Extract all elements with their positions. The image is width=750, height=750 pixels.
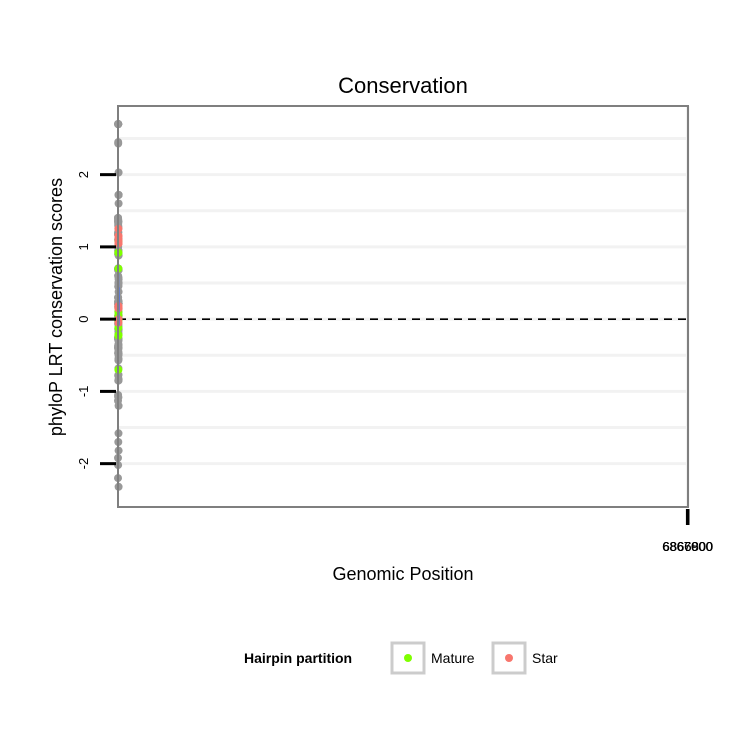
legend-key-star (491, 641, 527, 675)
y-tick-label: 0 (76, 315, 91, 322)
legend-swatch-star (505, 654, 513, 662)
legend-title: Hairpin partition (244, 650, 352, 666)
y-axis-title: phyloP LRT conservation scores (46, 178, 66, 436)
x-axis-title: Genomic Position (332, 564, 473, 584)
y-tick-label: 1 (76, 243, 91, 250)
chart-title: Conservation (338, 73, 468, 98)
panel-border (117, 105, 689, 508)
legend-label-mature: Mature (431, 650, 475, 666)
legend-swatch-mature (404, 654, 412, 662)
x-tick-label: 6867000 (662, 539, 713, 554)
legend: Hairpin partition Mature Star (244, 641, 558, 675)
y-tick-label: 2 (76, 171, 91, 178)
y-tick-label: -1 (76, 386, 91, 398)
x-tick-label: 6866800 (663, 539, 714, 554)
panel-background (118, 106, 688, 507)
x-tick-label: 6866900 (662, 539, 713, 554)
y-tick-label: -2 (76, 458, 91, 470)
legend-label-star: Star (532, 650, 558, 666)
